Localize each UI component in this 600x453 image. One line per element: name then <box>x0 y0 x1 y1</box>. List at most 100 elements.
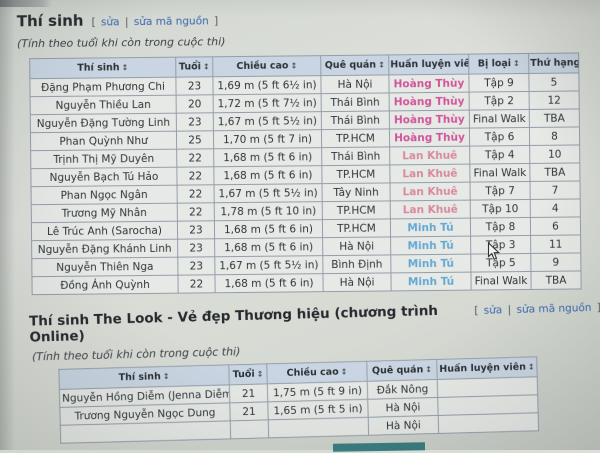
sort-header-coach[interactable]: Huấn luyện viên↕ <box>436 356 538 380</box>
header-label: Huấn luyện viên <box>390 58 469 71</box>
height-cell: 1,68 m (5 ft 6 in) <box>214 273 324 293</box>
edit-separator: | <box>124 16 129 29</box>
hometown-cell: Bình Định <box>322 254 391 274</box>
rank-cell: TBA <box>529 162 580 182</box>
contestant-name-cell: Phan Quỳnh Như <box>30 131 177 151</box>
age-cell: 23 <box>177 256 215 276</box>
rank-cell: 6 <box>530 216 581 236</box>
edit-link[interactable]: sửa <box>100 16 120 29</box>
eliminated-cell: Tập 2 <box>469 91 530 111</box>
section-the-look: Thí sinh The Look - Vẻ đẹp Thương hiệu (… <box>15 299 600 445</box>
edit-section-links: [ sửa | sửa mã nguồn ] <box>474 302 600 317</box>
header-label: Quê quán <box>324 59 377 72</box>
bracket-open: [ <box>474 304 479 317</box>
edit-separator: | <box>507 303 512 317</box>
eliminated-cell: Final Walk <box>470 271 532 291</box>
coach-cell: Lan Khuê <box>389 164 471 183</box>
contestant-name-cell: Đặng Phạm Phương Chi <box>29 77 177 97</box>
sort-header-rank[interactable]: Thứ hạng↕ <box>528 52 579 74</box>
eliminated-cell: Tập 9 <box>468 73 530 93</box>
contestant-name-cell: Nguyễn Thiên Nga <box>31 257 178 277</box>
age-cell: 21 <box>229 401 269 421</box>
sort-header-age[interactable]: Tuổi ↕ <box>228 363 268 385</box>
rank-cell: TBA <box>529 108 580 128</box>
age-note: (Tính theo tuổi khi còn trong cuộc thi) <box>16 35 226 51</box>
height-cell: 1,69 m (5 ft 6½ in) <box>212 75 322 95</box>
coach-cell: Hoàng Thùy <box>388 74 470 93</box>
sort-icon: ↕ <box>378 60 385 70</box>
eliminated-cell: Tập 7 <box>470 181 531 201</box>
coach-cell: Lan Khuê <box>389 146 470 165</box>
coach-cell: Hoàng Thùy <box>389 128 470 147</box>
header-label: Bị loại <box>477 58 512 70</box>
sort-icon: ↕ <box>256 369 264 379</box>
contestant-name-cell: Nguyễn Đặng Tường Linh <box>30 113 177 133</box>
height-cell: 1,68 m (5 ft 6 in) <box>214 237 323 257</box>
hometown-cell: Thái Bình <box>321 110 390 130</box>
height-cell: 1,72 m (5 ft 7½ in) <box>213 93 322 113</box>
age-cell: 20 <box>176 94 214 114</box>
header-label: Chiều cao <box>236 60 289 73</box>
edit-source-link[interactable]: sửa mã nguồn <box>516 301 592 316</box>
sort-header-height[interactable]: Chiều cao ↕ <box>266 361 368 384</box>
age-cell: 25 <box>176 130 214 150</box>
hometown-cell: TP.HCM <box>321 164 391 184</box>
bracket-open: [ <box>91 16 96 29</box>
header-label: Huấn luyện viên <box>439 361 527 375</box>
contestant-name-cell: Trịnh Thị Mỹ Duyên <box>30 149 177 169</box>
sort-header-coach[interactable]: Huấn luyện viên↕ <box>388 54 469 75</box>
hometown-cell: Thái Bình <box>321 146 390 166</box>
age-cell: 22 <box>177 202 215 222</box>
age-cell: 22 <box>176 148 214 168</box>
contestant-name-cell: Phan Ngọc Ngân <box>31 185 178 205</box>
edit-source-link[interactable]: sửa mã nguồn <box>133 15 209 29</box>
edit-section-links: [ sửa | sửa mã nguồn ] <box>91 15 218 28</box>
coach-cell: Hoàng Thùy <box>389 110 470 129</box>
sort-icon: ↕ <box>340 367 348 377</box>
coach-cell: Lan Khuê <box>390 200 471 219</box>
rank-cell: 5 <box>528 72 580 92</box>
sort-icon: ↕ <box>121 63 129 73</box>
sort-header-age[interactable]: Tuổi ↕ <box>175 56 213 78</box>
age-cell: 23 <box>175 76 214 96</box>
bracket-close: ] <box>596 301 600 314</box>
sort-header-contestant[interactable]: Thí sinh ↕ <box>29 57 176 79</box>
sort-icon: ↕ <box>425 365 433 375</box>
age-cell: 21 <box>229 383 268 403</box>
coach-cell <box>438 412 539 434</box>
age-cell: 22 <box>177 184 215 204</box>
eliminated-cell: Tập 10 <box>470 199 531 219</box>
rank-cell: 7 <box>530 180 581 200</box>
hometown-cell: Tây Ninh <box>322 182 391 202</box>
rank-cell: 8 <box>529 126 580 146</box>
rank-cell: TBA <box>530 270 582 290</box>
hometown-cell: TP.HCM <box>322 200 391 220</box>
height-cell: 1,67 m (5 ft 5½ in) <box>214 255 323 275</box>
contestant-name-cell: Nguyễn Đặng Khánh Linh <box>31 239 178 259</box>
age-cell <box>230 419 269 439</box>
hometown-cell: Hà Nội <box>320 74 390 94</box>
age-cell: 23 <box>177 238 215 258</box>
eliminated-cell: Tập 4 <box>469 145 530 165</box>
section-heading-thi-sinh: Thí sinh [ sửa | sửa mã nguồn ] <box>13 2 599 31</box>
edit-link[interactable]: sửa <box>483 304 503 317</box>
sort-icon: ↕ <box>513 59 520 69</box>
sort-header-eliminated[interactable]: Bị loại ↕ <box>468 53 529 75</box>
rank-cell: 12 <box>529 90 580 110</box>
sort-header-hometown[interactable]: Quê quán ↕ <box>320 54 389 76</box>
sort-icon: ↕ <box>202 62 210 72</box>
height-cell: 1,78 m (5 ft 10 in) <box>214 201 323 221</box>
hometown-cell: Hà Nội <box>322 236 391 256</box>
hometown-cell: Thái Bình <box>321 92 390 112</box>
contestant-name-cell: Nguyễn Thiều Lan <box>30 95 177 115</box>
header-label: Chiều cao <box>286 366 339 379</box>
section-title: Thí sinh <box>16 11 84 31</box>
height-cell <box>268 417 369 438</box>
mouse-cursor-icon <box>487 241 501 265</box>
height-cell: 1,68 m (5 ft 6 in) <box>214 219 323 239</box>
sort-header-hometown[interactable]: Quê quán ↕ <box>366 359 438 382</box>
sort-header-height[interactable]: Chiều cao ↕ <box>212 55 321 77</box>
sort-icon: ↕ <box>290 61 298 71</box>
eliminated-cell: Tập 8 <box>470 217 531 237</box>
